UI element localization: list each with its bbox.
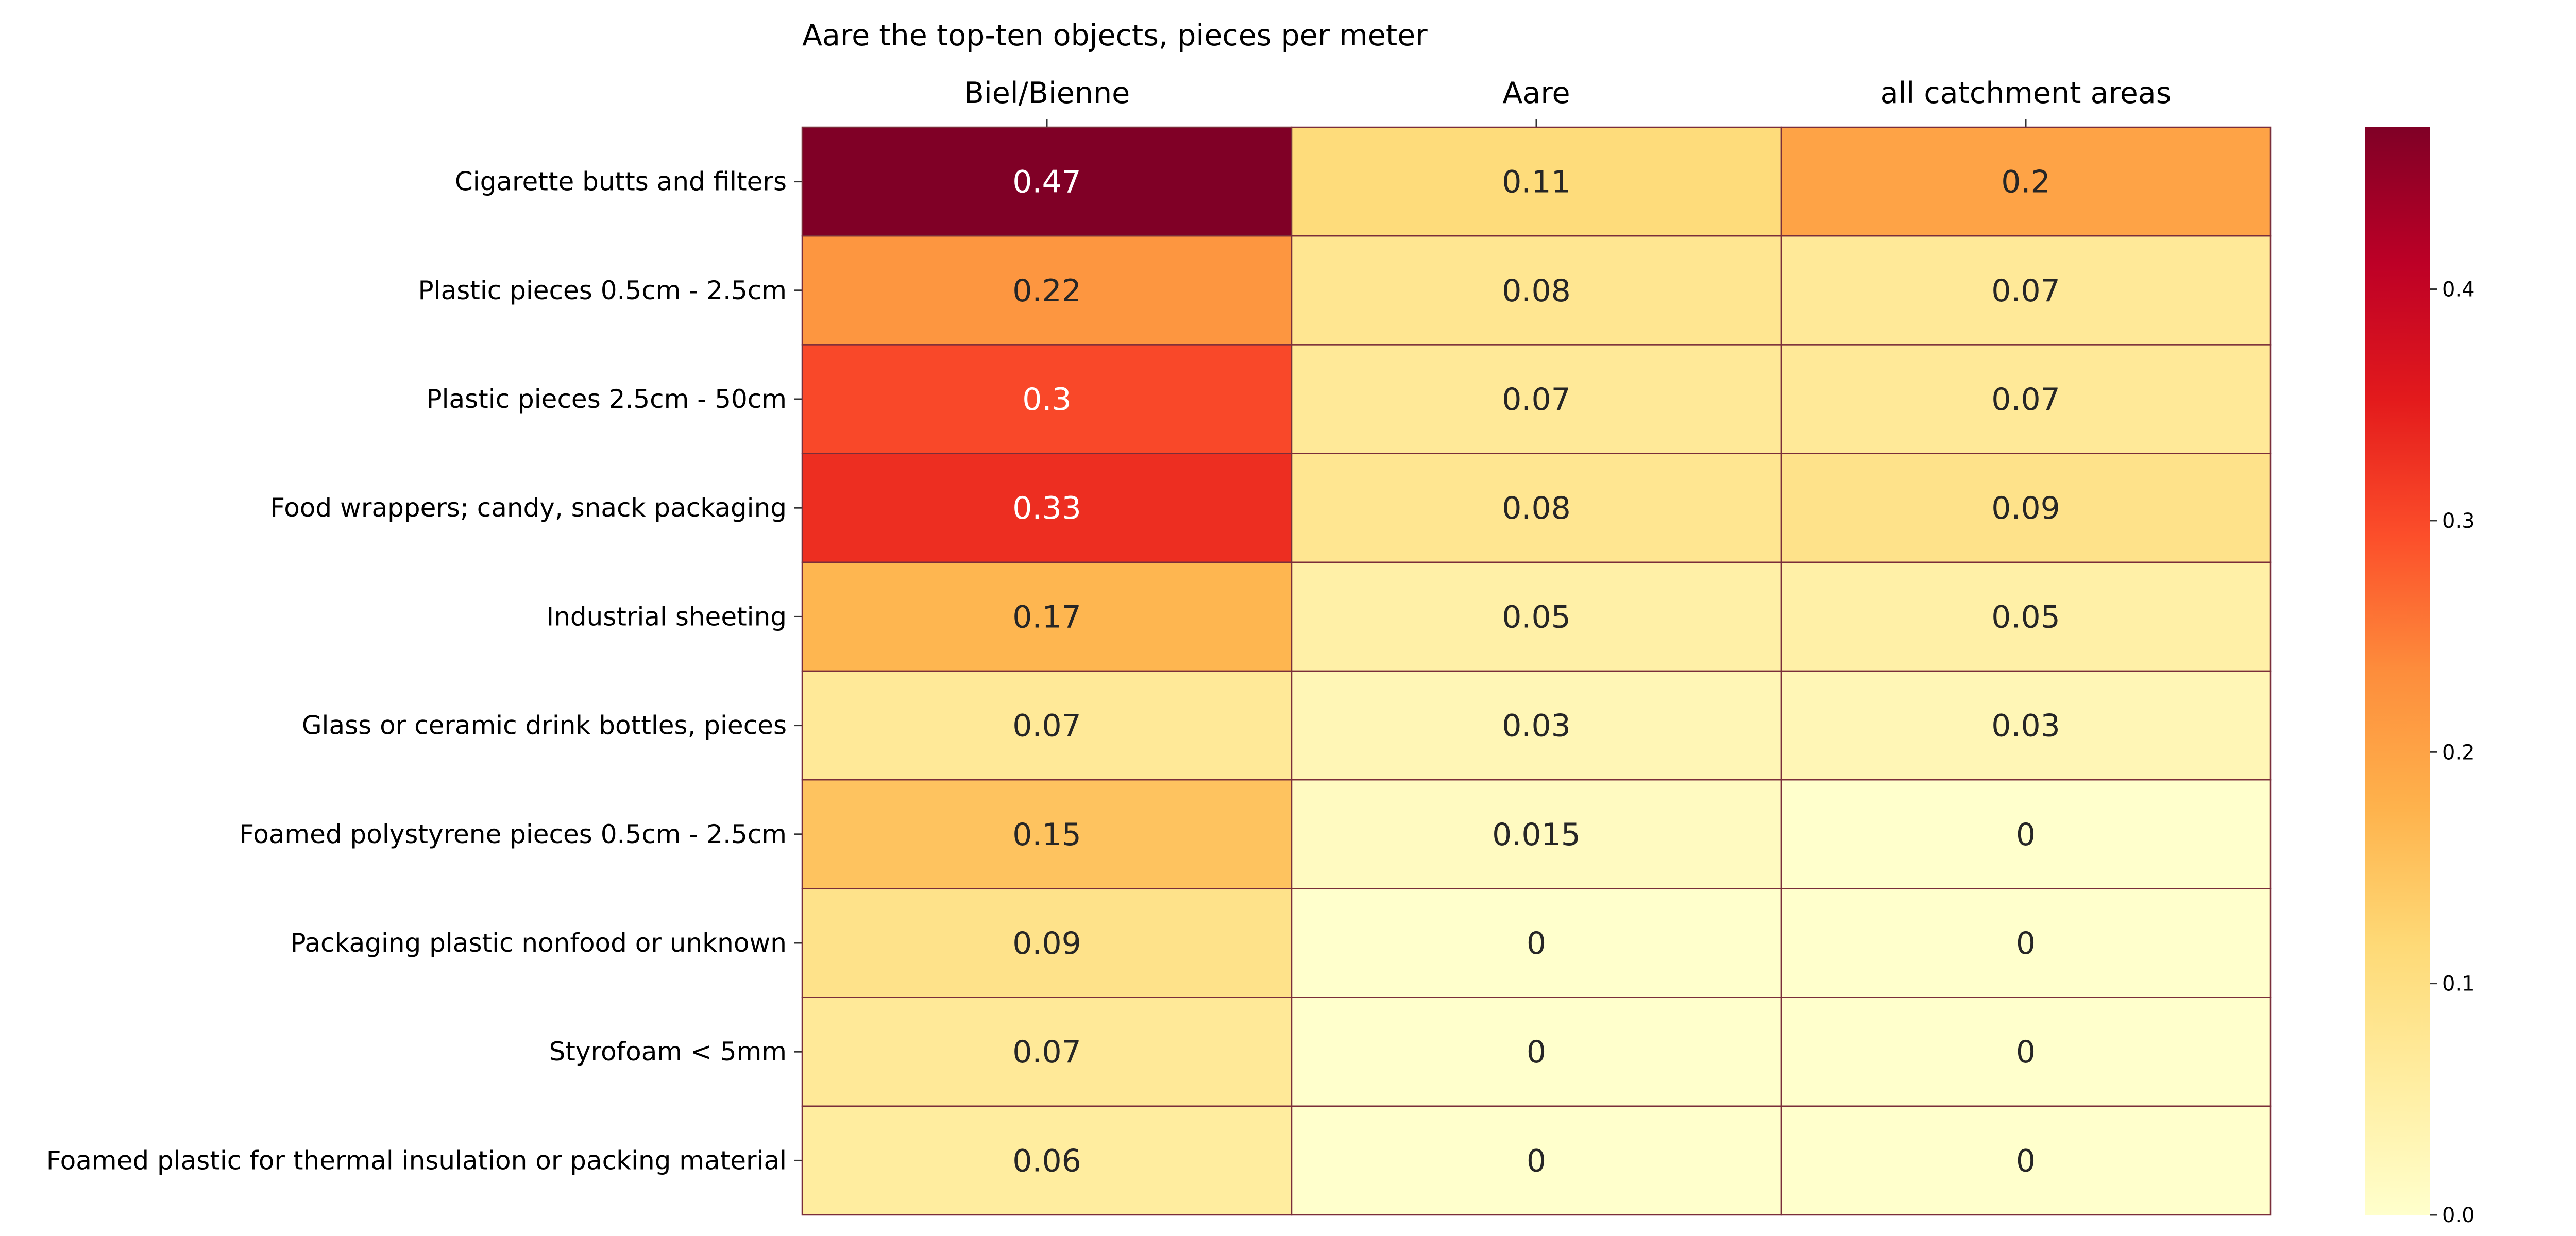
cell-value-label: 0.07 xyxy=(1012,1034,1081,1070)
chart-title: Aare the top-ten objects, pieces per met… xyxy=(802,19,1428,53)
cell-value-label: 0.03 xyxy=(1991,708,2060,744)
cell-value-label: 0 xyxy=(1527,925,1546,962)
row-label: Styrofoam < 5mm xyxy=(549,1037,787,1067)
colorbar-tick-label: 0.1 xyxy=(2442,972,2475,996)
cell-value-label: 0.11 xyxy=(1502,164,1571,200)
cell-value-label: 0.47 xyxy=(1012,164,1081,200)
colorbar-tick-label: 0.2 xyxy=(2442,741,2475,764)
row-label: Industrial sheeting xyxy=(546,602,787,631)
row-label: Glass or ceramic drink bottles, pieces xyxy=(302,711,787,741)
cell-value-label: 0 xyxy=(2016,1034,2036,1070)
cell-value-label: 0.015 xyxy=(1492,817,1581,853)
cell-value-label: 0.07 xyxy=(1012,708,1081,744)
row-label: Plastic pieces 2.5cm - 50cm xyxy=(426,384,787,414)
cell-value-label: 0.17 xyxy=(1012,599,1081,635)
heatmap-cell xyxy=(801,888,1293,998)
cell-value-label: 0.07 xyxy=(1991,273,2060,309)
heatmap-cell xyxy=(801,344,1293,454)
heatmap-cell xyxy=(1291,453,1782,563)
heatmap-cell xyxy=(801,779,1293,889)
cell-value-label: 0.33 xyxy=(1012,490,1081,526)
cell-value-label: 0.09 xyxy=(1991,490,2060,526)
heatmap-cell xyxy=(1780,670,2272,781)
heatmap-cell xyxy=(801,126,1293,237)
cell-value-label: 0.15 xyxy=(1012,817,1081,853)
colorbar: 0.0 0.1 0.2 0.3 0.4 xyxy=(2365,127,2475,1227)
column-label: all catchment areas xyxy=(1880,76,2172,110)
cell-value-label: 0 xyxy=(2016,1143,2036,1179)
cell-value-label: 0.22 xyxy=(1012,273,1081,309)
heatmap-cell xyxy=(801,453,1293,563)
row-label: Foamed plastic for thermal insulation or… xyxy=(46,1145,787,1175)
heatmap-cell xyxy=(1780,997,2272,1107)
heatmap-cell xyxy=(1291,670,1782,781)
cell-value-label: 0.08 xyxy=(1502,490,1571,526)
row-labels: Cigarette butts and filters Plastic piece… xyxy=(46,167,802,1175)
cell-value-label: 0.03 xyxy=(1502,708,1571,744)
cell-value-label: 0.05 xyxy=(1991,599,2060,635)
row-label: Cigarette butts and filters xyxy=(455,167,787,197)
heatmap-cell xyxy=(801,561,1293,672)
heatmap-cell xyxy=(1291,997,1782,1107)
heatmap-cell xyxy=(1780,453,2272,563)
cell-value-label: 0.2 xyxy=(2001,164,2050,200)
column-label: Aare xyxy=(1502,76,1570,110)
cell-value-label: 0 xyxy=(2016,817,2036,853)
cell-value-label: 0 xyxy=(1527,1034,1546,1070)
heatmap-cell xyxy=(1291,235,1782,346)
cell-value-label: 0 xyxy=(2016,925,2036,962)
colorbar-tick-label: 0.4 xyxy=(2442,278,2475,302)
cell-value-label: 0.06 xyxy=(1012,1143,1081,1179)
cell-value-label: 0 xyxy=(1527,1143,1546,1179)
cell-value-label: 0.05 xyxy=(1502,599,1571,635)
heatmap-cell xyxy=(1780,1105,2272,1216)
row-label: Foamed polystyrene pieces 0.5cm - 2.5cm xyxy=(239,819,787,849)
heatmap-cell xyxy=(1291,126,1782,237)
heatmap-cell xyxy=(1291,779,1782,889)
colorbar-tick-label: 0.0 xyxy=(2442,1204,2475,1227)
row-label: Packaging plastic nonfood or unknown xyxy=(290,928,787,958)
heatmap-cell xyxy=(1780,344,2272,454)
heatmap-cell xyxy=(1780,561,2272,672)
heatmap-cells: 0.47 0.11 0.2 0.22 0.08 0.07 0.3 0.07 0.07 0.33 0.… xyxy=(801,126,2272,1216)
cell-value-label: 0.09 xyxy=(1012,925,1081,962)
heatmap-cell xyxy=(1780,126,2272,237)
row-label: Plastic pieces 0.5cm - 2.5cm xyxy=(418,276,787,305)
cell-value-label: 0.08 xyxy=(1502,273,1571,309)
heatmap-cell xyxy=(801,997,1293,1107)
cell-value-label: 0.07 xyxy=(1991,382,2060,418)
heatmap-cell xyxy=(1291,561,1782,672)
heatmap-cell xyxy=(801,670,1293,781)
row-label: Food wrappers; candy, snack packaging xyxy=(270,493,787,523)
cell-value-label: 0.07 xyxy=(1502,382,1571,418)
cell-value-label: 0.3 xyxy=(1022,382,1071,418)
colorbar-gradient xyxy=(2365,127,2430,1215)
colorbar-tick-label: 0.3 xyxy=(2442,509,2475,533)
column-label: Biel/Bienne xyxy=(964,76,1130,110)
heatmap-cell xyxy=(1780,779,2272,889)
column-labels: Biel/Bienne Aare all catchment areas xyxy=(964,76,2172,127)
heatmap-cell xyxy=(801,1105,1293,1216)
heatmap-cell xyxy=(1780,888,2272,998)
